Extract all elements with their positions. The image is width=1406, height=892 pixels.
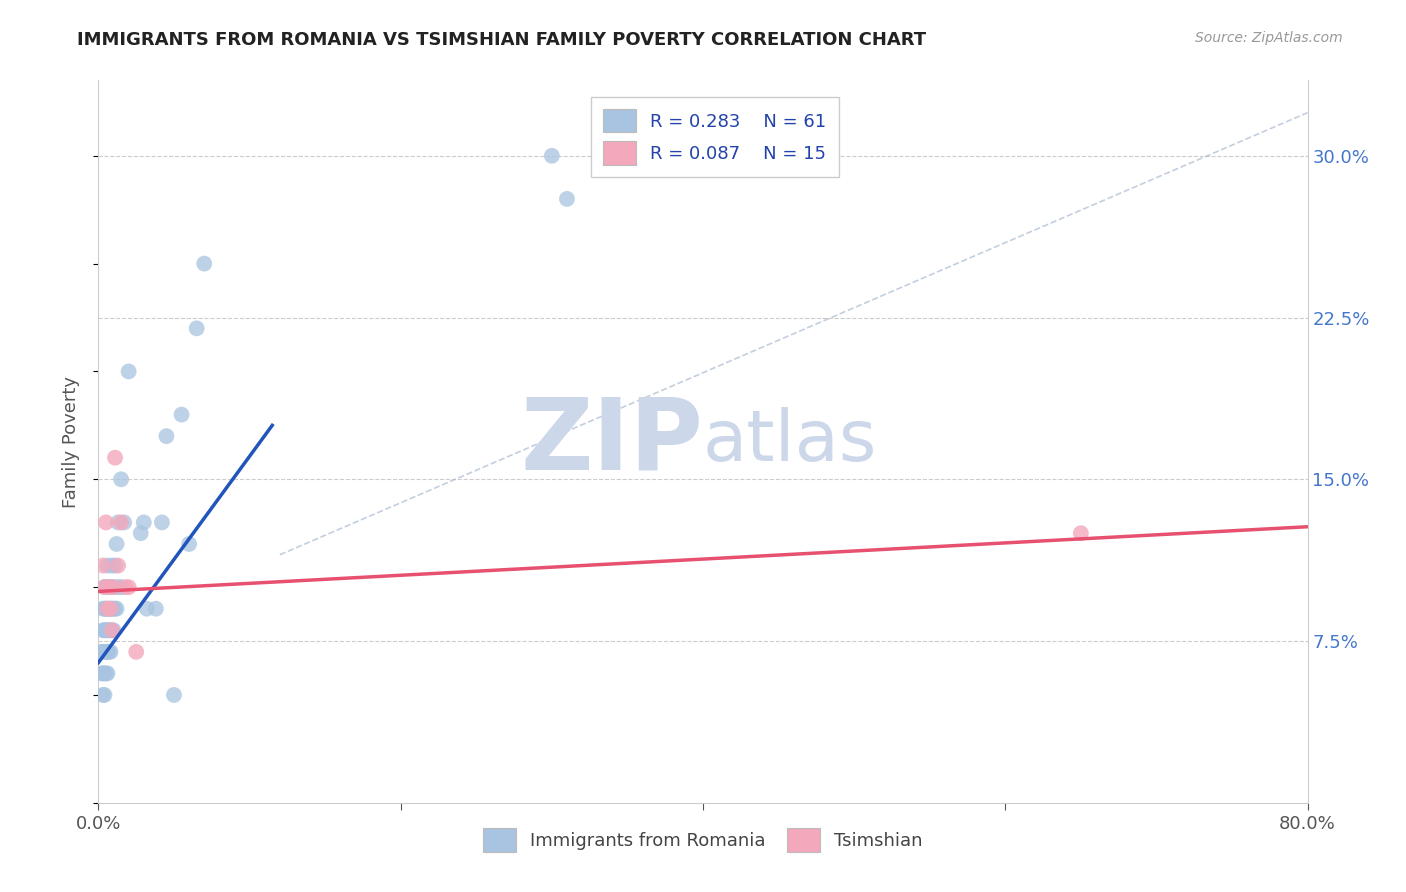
Point <box>110 580 132 594</box>
Point <box>91 601 114 615</box>
Point <box>132 516 155 530</box>
Point <box>93 580 115 594</box>
Point <box>105 601 128 615</box>
Point <box>118 364 141 378</box>
Point <box>179 537 201 551</box>
Point <box>112 516 135 530</box>
Point <box>104 450 127 465</box>
Point <box>96 580 118 594</box>
Text: atlas: atlas <box>703 407 877 476</box>
Point <box>103 580 125 594</box>
Point <box>145 601 167 615</box>
Point <box>186 321 208 335</box>
Point <box>94 601 117 615</box>
Point <box>193 257 215 271</box>
Point <box>118 580 141 594</box>
Point <box>125 645 148 659</box>
Point <box>110 516 132 530</box>
Point <box>105 537 128 551</box>
Point <box>107 516 129 530</box>
Point <box>101 558 124 573</box>
Point <box>93 688 115 702</box>
Point <box>96 645 118 659</box>
Point <box>100 580 122 594</box>
Point <box>96 624 118 638</box>
Text: IMMIGRANTS FROM ROMANIA VS TSIMSHIAN FAMILY POVERTY CORRELATION CHART: IMMIGRANTS FROM ROMANIA VS TSIMSHIAN FAM… <box>77 31 927 49</box>
Y-axis label: Family Poverty: Family Poverty <box>62 376 80 508</box>
Point <box>103 624 125 638</box>
Point <box>100 624 122 638</box>
Point <box>101 624 124 638</box>
Point <box>94 645 117 659</box>
Point <box>91 666 114 681</box>
Point <box>91 624 114 638</box>
Point <box>91 558 114 573</box>
Point <box>100 645 122 659</box>
Point <box>150 516 173 530</box>
Point <box>1070 526 1092 541</box>
Point <box>93 624 115 638</box>
Point <box>170 408 193 422</box>
Point <box>91 688 114 702</box>
Point <box>107 580 129 594</box>
Text: ZIP: ZIP <box>520 393 703 490</box>
Point <box>96 601 118 615</box>
Point <box>96 601 118 615</box>
Point <box>93 580 115 594</box>
Point <box>540 149 562 163</box>
Point <box>129 526 152 541</box>
Point <box>94 516 117 530</box>
Point <box>103 580 125 594</box>
Point <box>107 558 129 573</box>
Point <box>93 601 115 615</box>
Point <box>94 580 117 594</box>
Point <box>103 601 125 615</box>
Point <box>98 580 121 594</box>
Point <box>90 666 112 681</box>
Point <box>101 624 124 638</box>
Point <box>114 580 136 594</box>
Point <box>100 601 122 615</box>
Point <box>91 645 114 659</box>
Point <box>104 601 127 615</box>
Point <box>98 580 121 594</box>
Point <box>96 558 118 573</box>
Point <box>90 645 112 659</box>
Point <box>93 666 115 681</box>
Point <box>96 666 118 681</box>
Point <box>93 645 115 659</box>
Point <box>155 429 177 443</box>
Point <box>555 192 578 206</box>
Point <box>94 666 117 681</box>
Point <box>98 601 121 615</box>
Legend: Immigrants from Romania, Tsimshian: Immigrants from Romania, Tsimshian <box>477 822 929 859</box>
Point <box>163 688 186 702</box>
Point <box>110 472 132 486</box>
Text: Source: ZipAtlas.com: Source: ZipAtlas.com <box>1195 31 1343 45</box>
Point <box>94 624 117 638</box>
Point <box>101 601 124 615</box>
Point <box>135 601 157 615</box>
Point <box>100 601 122 615</box>
Point <box>98 645 121 659</box>
Point <box>104 558 127 573</box>
Point <box>98 624 121 638</box>
